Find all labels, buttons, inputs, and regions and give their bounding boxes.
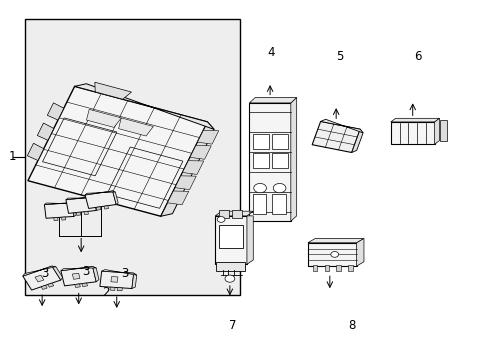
Polygon shape — [132, 273, 137, 288]
Polygon shape — [61, 267, 96, 271]
Polygon shape — [190, 145, 211, 159]
Text: 8: 8 — [347, 319, 355, 332]
Bar — [232, 210, 242, 218]
Polygon shape — [35, 275, 44, 282]
Text: 3: 3 — [82, 265, 89, 278]
Text: 4: 4 — [267, 46, 275, 59]
Text: 3: 3 — [121, 267, 128, 280]
Polygon shape — [307, 238, 363, 243]
Circle shape — [273, 184, 285, 193]
Polygon shape — [182, 161, 203, 175]
Bar — [312, 265, 317, 271]
Polygon shape — [197, 130, 218, 144]
Bar — [216, 262, 245, 271]
Polygon shape — [117, 288, 122, 291]
Polygon shape — [246, 216, 253, 264]
Bar — [307, 243, 356, 266]
Polygon shape — [92, 267, 99, 282]
Polygon shape — [351, 129, 363, 153]
Text: 2: 2 — [102, 287, 109, 300]
Polygon shape — [104, 206, 108, 209]
Polygon shape — [61, 267, 96, 286]
Bar — [219, 210, 228, 218]
Polygon shape — [66, 197, 96, 200]
Polygon shape — [111, 276, 118, 282]
Polygon shape — [52, 266, 62, 280]
Polygon shape — [47, 103, 63, 120]
Text: 7: 7 — [228, 319, 236, 332]
Polygon shape — [41, 285, 47, 289]
Bar — [347, 265, 352, 271]
Polygon shape — [86, 109, 121, 127]
Bar — [324, 265, 328, 271]
Polygon shape — [110, 287, 115, 291]
Text: 6: 6 — [413, 50, 421, 63]
Polygon shape — [100, 271, 134, 288]
Bar — [215, 216, 246, 264]
Polygon shape — [66, 197, 96, 213]
Circle shape — [224, 275, 234, 282]
Polygon shape — [95, 82, 131, 99]
Text: 1: 1 — [9, 150, 17, 163]
Polygon shape — [175, 176, 196, 190]
Polygon shape — [94, 197, 98, 211]
Polygon shape — [85, 191, 115, 195]
Polygon shape — [54, 217, 58, 221]
Circle shape — [330, 252, 338, 257]
Polygon shape — [112, 191, 118, 204]
Polygon shape — [75, 84, 214, 130]
Polygon shape — [290, 98, 296, 221]
Polygon shape — [72, 203, 76, 216]
Polygon shape — [118, 118, 153, 136]
Polygon shape — [44, 203, 74, 218]
Polygon shape — [23, 266, 61, 290]
Bar — [219, 225, 243, 248]
Polygon shape — [82, 283, 87, 287]
Polygon shape — [48, 283, 54, 287]
Polygon shape — [161, 122, 214, 216]
Bar — [252, 194, 266, 214]
Polygon shape — [75, 284, 80, 287]
Polygon shape — [320, 119, 363, 133]
Bar — [272, 153, 288, 168]
Bar — [272, 134, 288, 149]
Bar — [336, 265, 340, 271]
Polygon shape — [28, 86, 207, 216]
Bar — [249, 103, 290, 221]
Polygon shape — [311, 121, 360, 153]
Polygon shape — [96, 207, 101, 210]
Circle shape — [253, 184, 266, 193]
Bar — [390, 122, 434, 144]
Polygon shape — [84, 211, 88, 215]
Bar — [253, 153, 269, 168]
Polygon shape — [356, 238, 363, 266]
Text: 5: 5 — [335, 50, 343, 63]
Polygon shape — [61, 217, 66, 220]
Polygon shape — [37, 123, 54, 140]
Polygon shape — [44, 203, 75, 204]
Polygon shape — [23, 266, 56, 276]
Polygon shape — [215, 211, 253, 216]
Bar — [439, 120, 447, 140]
Bar — [25, 19, 239, 295]
Polygon shape — [76, 212, 81, 215]
Polygon shape — [102, 270, 137, 275]
Circle shape — [217, 217, 224, 222]
Bar — [253, 134, 269, 149]
Text: 3: 3 — [41, 267, 48, 280]
Polygon shape — [434, 118, 439, 144]
Bar — [272, 194, 285, 214]
Polygon shape — [390, 118, 439, 122]
Polygon shape — [27, 143, 44, 161]
Polygon shape — [72, 273, 80, 279]
Polygon shape — [167, 191, 188, 205]
Polygon shape — [249, 98, 296, 103]
Polygon shape — [85, 191, 116, 208]
